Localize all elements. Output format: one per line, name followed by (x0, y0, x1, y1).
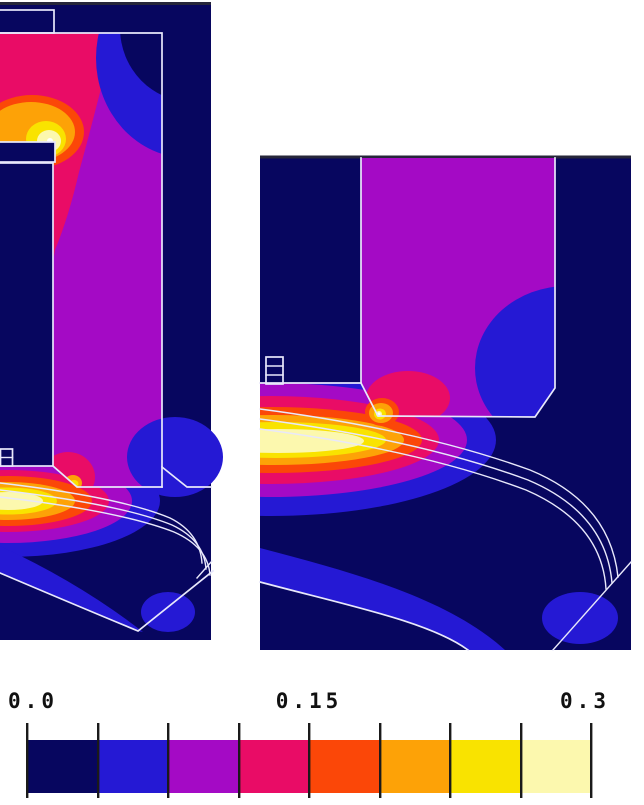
gap-band-line-3 (0, 496, 211, 576)
left-panel-top-frame-line (0, 2, 211, 5)
contour-region-blue-top-right (96, 33, 162, 158)
colorbar-tick (97, 723, 100, 798)
left-inner-limb-block (0, 162, 54, 467)
colorbar-ticks (26, 723, 593, 798)
colorbar-swatch-4 (239, 740, 309, 793)
colorbar-swatches (27, 740, 591, 793)
contour-region-navy-corner (120, 33, 162, 102)
colorbar-swatch-2 (98, 740, 168, 793)
left-diagonal-blue-blob (141, 592, 195, 632)
colorbar-tick (520, 723, 523, 798)
column-blue-blob (475, 286, 555, 417)
colorbar-tick (449, 723, 452, 798)
colorbar-tick (26, 723, 29, 798)
right-contour-panel (258, 155, 632, 652)
colorbar-tick (379, 723, 382, 798)
gap-band-end-cap (196, 560, 213, 579)
colorbar-swatch-7 (450, 740, 521, 793)
right-diagonal-blue-blob (542, 592, 618, 644)
gap-band-line-1 (0, 482, 203, 564)
colorbar-label-max: 0.3 (560, 689, 610, 713)
marker-box-outline (265, 356, 284, 385)
colorbar-label-mid: 0.15 (276, 689, 343, 713)
right-winding-column (361, 158, 555, 426)
colorbar-tick (308, 723, 311, 798)
colorbar-swatch-3 (168, 740, 239, 793)
left-collar-block (0, 141, 56, 163)
left-winding-window-field (0, 33, 162, 487)
colorbar-tick (167, 723, 170, 798)
gap-band-line-3 (259, 428, 607, 590)
left-bottom-right-blue-blob (127, 417, 223, 497)
left-top-block (0, 9, 55, 34)
gap-band-line-2 (0, 489, 207, 570)
colorbar-swatch-1 (27, 740, 98, 793)
left-contour-panel (0, 2, 223, 640)
right-column-outline (360, 157, 556, 418)
colorbar-tick (590, 723, 593, 798)
right-arc-blue-crescent (260, 548, 505, 650)
colorbar-label-min: 0.0 (8, 689, 58, 713)
gap-band-line-2 (259, 418, 613, 584)
gap-band-line-1 (259, 408, 619, 578)
colorbar-swatch-5 (309, 740, 380, 793)
left-gap-band-lines (0, 482, 213, 579)
gap-ring-pale-core (260, 429, 364, 453)
colorbar: 0.0 0.15 0.3 (8, 689, 610, 798)
right-panel-top-frame-line (260, 155, 631, 159)
gap-band-cut-line (552, 561, 632, 651)
colorbar-labels: 0.0 0.15 0.3 (8, 689, 610, 713)
right-yoke-arc-outline (258, 580, 470, 652)
gap-ring-pale-core (0, 492, 43, 510)
left-yoke-arc-outline (0, 569, 215, 632)
left-arc-blue-crescent (0, 546, 143, 632)
colorbar-swatch-8 (521, 740, 591, 793)
right-gap-band-lines (259, 408, 632, 651)
colorbar-tick (238, 723, 241, 798)
left-marker-box (0, 448, 14, 467)
left-strip-bottom-outline (51, 464, 163, 488)
chamfer-tip-hotspot (365, 398, 399, 426)
colorbar-swatch-6 (380, 740, 450, 793)
right-marker-box (265, 356, 284, 385)
